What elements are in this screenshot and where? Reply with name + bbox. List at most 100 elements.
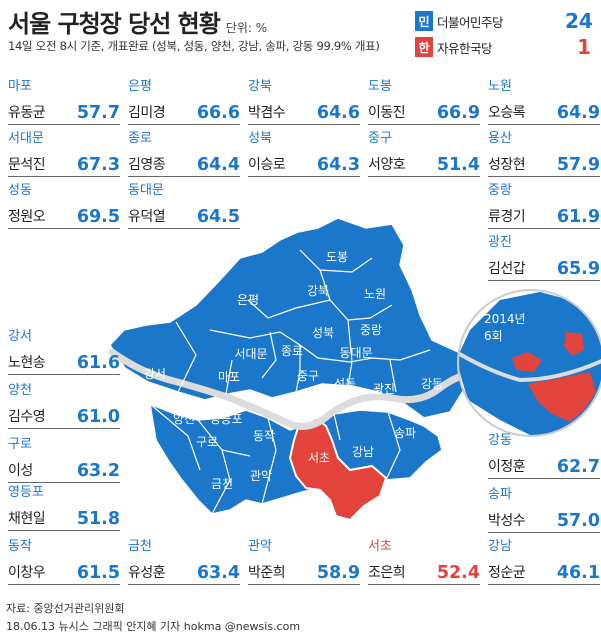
district-result-jongno: 종로 김영종 64.4 [128, 130, 240, 180]
map-district-labels: 도봉 강북 노원 은평 성북 중랑 서대문 종로 동대문 마포 중구 강서 성동… [144, 250, 443, 491]
map-label-seongbuk: 성북 [312, 326, 334, 340]
district-name: 구로 [8, 437, 32, 452]
district-result-gwangjin: 광진 김선갑 65.9 [488, 234, 600, 284]
map-label-eunpyeong: 은평 [237, 293, 259, 307]
vote-percent: 58.9 [316, 563, 360, 583]
district-result-yeongdeungpo: 영등포 채현일 51.8 [8, 484, 120, 534]
district-result-gangseo: 강서 노현송 61.6 [8, 328, 120, 378]
map-label-yeongdeungpo: 영등포 [209, 412, 242, 426]
district-name: 중구 [368, 131, 392, 146]
map-label-gwangjin: 광진 [373, 382, 395, 396]
inset-year-label: 2014년 [484, 312, 526, 326]
map-label-guro: 구로 [196, 435, 218, 449]
district-name: 동대문 [128, 183, 164, 198]
map-label-yongsan: 용산 [282, 399, 304, 413]
liberty-korea-count: 1 [577, 35, 591, 59]
candidate-name: 김선갑 [488, 261, 526, 277]
inset-region-red-north [512, 352, 542, 372]
map-region-south [149, 402, 443, 515]
page-title: 서울 구청장 당선 현황 단위: % [8, 10, 268, 38]
candidate-name: 서양호 [368, 157, 406, 173]
vote-percent: 66.9 [436, 103, 480, 123]
vote-percent: 57.9 [556, 155, 600, 175]
district-name: 광진 [488, 235, 512, 250]
inset-river [459, 350, 601, 383]
vote-percent: 51.8 [76, 509, 120, 529]
district-result-gangdong: 강동 이정훈 62.7 [488, 432, 600, 482]
map-label-mapo: 마포 [218, 370, 240, 384]
credit-note: 18.06.13 뉴시스 그래픽 안지혜 기자 hokma @newsis.co… [6, 620, 301, 633]
vote-percent: 63.2 [76, 461, 120, 481]
district-result-seocho: 서초 조은희 52.4 [368, 538, 480, 588]
vote-percent: 65.9 [556, 259, 600, 279]
vote-percent: 67.3 [76, 155, 120, 175]
candidate-name: 이성 [8, 463, 33, 479]
district-borders [149, 249, 431, 515]
map-label-seodaemun: 서대문 [234, 347, 267, 361]
candidate-name: 정순균 [488, 565, 526, 581]
district-name: 영등포 [8, 485, 44, 500]
candidate-name: 이동진 [368, 105, 406, 121]
vote-percent: 46.1 [556, 563, 600, 583]
map-label-gangnam: 강남 [352, 445, 374, 459]
district-result-yongsan: 용산 성장현 57.9 [488, 130, 600, 180]
vote-percent: 52.4 [436, 563, 480, 583]
democratic-party-name: 더불어민주당 [437, 14, 504, 30]
map-label-junggu: 중구 [297, 369, 319, 383]
han-river [108, 348, 474, 430]
source-note: 자료: 중앙선거관리위원회 [6, 602, 125, 615]
district-result-gangbuk: 강북 박겸수 64.6 [248, 78, 360, 128]
party-legend: 민 더불어민주당 24 한 자유한국당 1 [415, 8, 593, 60]
candidate-name: 이정훈 [488, 459, 526, 475]
candidate-name: 유성훈 [128, 565, 166, 581]
district-name: 서초 [368, 539, 392, 554]
inset-region-red-south [528, 372, 596, 422]
candidate-name: 박겸수 [248, 105, 286, 121]
candidate-name: 이승로 [248, 157, 286, 173]
vote-percent: 61.6 [76, 353, 120, 373]
district-name: 동작 [8, 539, 32, 554]
district-name: 양천 [8, 383, 32, 398]
district-result-yangcheon: 양천 김수영 61.0 [8, 382, 120, 432]
vote-percent: 61.9 [556, 207, 600, 227]
district-name: 중랑 [488, 183, 512, 198]
map-label-jungnang: 중랑 [360, 323, 382, 337]
unit-label: 단위: % [225, 21, 268, 35]
subtitle: 14일 오전 8시 기준, 개표완료 (성북, 성동, 양천, 강남, 송파, … [8, 39, 380, 53]
map-label-yangcheon: 양천 [173, 411, 195, 426]
district-name: 성동 [8, 183, 32, 198]
vote-percent: 57.0 [556, 511, 600, 531]
candidate-name: 노현송 [8, 355, 46, 371]
district-result-seongdong: 성동 정원오 69.5 [8, 182, 120, 232]
map-label-songpa: 송파 [394, 426, 416, 440]
inset-region-red-east [564, 332, 584, 356]
district-result-nowon: 노원 오승록 64.9 [488, 78, 600, 128]
map-region-north [109, 217, 471, 419]
candidate-name: 오승록 [488, 105, 526, 121]
legend-row-liberty-korea: 한 자유한국당 1 [415, 34, 591, 60]
vote-percent: 61.5 [76, 563, 120, 583]
candidate-name: 유덕열 [128, 209, 166, 225]
map-label-nowon: 노원 [364, 287, 386, 301]
candidate-name: 유동균 [8, 105, 46, 121]
district-result-gwanak: 관악 박준희 58.9 [248, 538, 360, 588]
district-name: 성북 [248, 131, 272, 146]
map-label-gangseo: 강서 [144, 367, 166, 381]
district-result-guro: 구로 이성 63.2 [8, 436, 120, 486]
district-name: 강동 [488, 433, 512, 448]
candidate-name: 류경기 [488, 209, 526, 225]
district-result-dongjak: 동작 이창우 61.5 [8, 538, 120, 588]
district-name: 관악 [248, 539, 272, 554]
map-label-seocho: 서초 [308, 451, 330, 465]
candidate-name: 문석진 [8, 157, 46, 173]
candidate-name: 채현일 [8, 511, 46, 527]
district-result-seongbuk: 성북 이승로 64.3 [248, 130, 360, 180]
map-label-gangbuk: 강북 [307, 284, 329, 298]
legend-row-democratic: 민 더불어민주당 24 [415, 8, 593, 34]
vote-percent: 62.7 [556, 457, 600, 477]
vote-percent: 51.4 [436, 155, 480, 175]
map-label-seongdong: 성동 [334, 377, 356, 391]
district-name: 노원 [488, 79, 512, 94]
candidate-name: 성장현 [488, 157, 526, 173]
candidate-name: 이창우 [8, 565, 46, 581]
